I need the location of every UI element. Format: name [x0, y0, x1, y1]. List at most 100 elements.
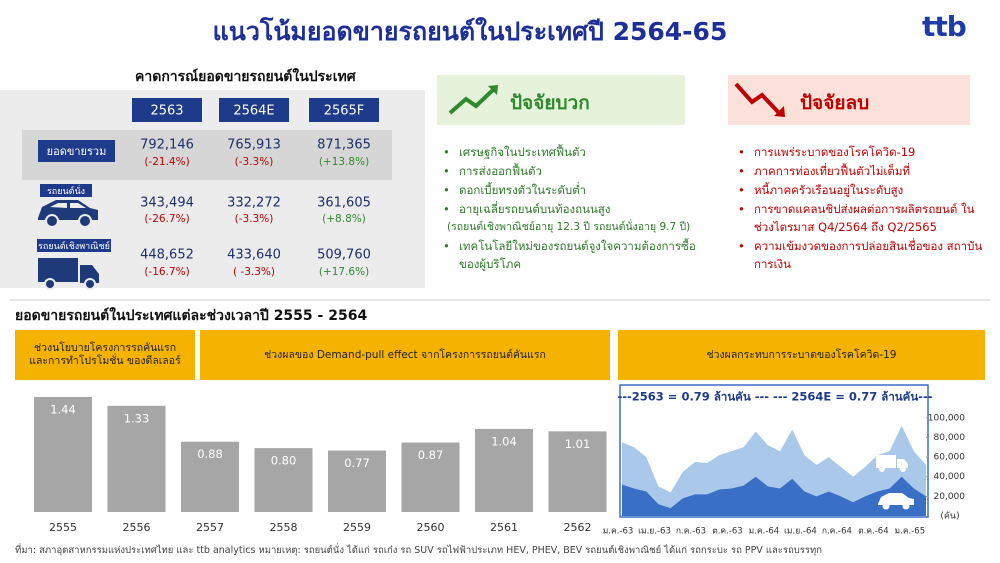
factor-note: (รถยนต์เชิงพาณิชย์อายุ 12.3 ปี รถยนต์นั่… [447, 221, 691, 233]
factor-text: หนี้ภาคครัวเรือนอยู่ในระดับสูง [754, 183, 904, 197]
y-tick-label: 100,000 [928, 413, 965, 423]
x-tick-label: 2556 [123, 521, 151, 534]
wheel [900, 466, 906, 472]
row-label: รถยนต์นั่ง [47, 184, 85, 197]
down-arrow [734, 82, 782, 116]
x-tick-label: ม.ค.-63 [603, 527, 634, 537]
wheel [879, 466, 885, 472]
column-header: 2565F [324, 104, 365, 119]
bar [181, 441, 239, 512]
bar-label: 1.33 [124, 411, 150, 425]
bar-label: 1.44 [50, 403, 76, 417]
negative-title: ปัจจัยลบ [800, 92, 870, 114]
y-tick-label: 20,000 [934, 492, 966, 502]
forecast-value: 765,913 [227, 138, 281, 153]
bar-label: 0.87 [418, 448, 444, 462]
bar-label: 0.88 [197, 447, 223, 461]
x-tick-label: 2559 [343, 521, 371, 534]
bar-label: 1.01 [565, 437, 591, 451]
bar [548, 431, 607, 512]
bar-label: 0.80 [271, 454, 297, 468]
forecast-value: 433,640 [227, 248, 281, 263]
bar [401, 442, 460, 512]
forecast-value: 871,365 [317, 138, 371, 153]
bar [107, 405, 166, 512]
title: แนวโน้มยอดขายรถยนต์ในประเทศปี 2564-65 [212, 17, 728, 46]
factor-text: ดอกเบี้ยทรงตัวในระดับต่ำ [459, 183, 587, 197]
logo: ttb [922, 10, 967, 43]
forecast-change: (+13.8%) [319, 156, 369, 168]
forecast-value: 343,494 [140, 196, 194, 211]
annotation: ---2563 = 0.79 ล้านคัน --- --- 2564E = 0… [617, 390, 932, 404]
positive-box [437, 75, 685, 125]
car-body [878, 493, 914, 505]
down-arrow-head [774, 106, 785, 117]
factor-text: เศรษฐกิจในประเทศฟื้นตัว [459, 145, 586, 159]
footnote: ที่มา: สภาอุตสาหกรรมแห่งประเทศไทย และ tt… [15, 545, 822, 556]
factor-item: อายุเฉลี่ยรถยนต์บนท้องถนนสูง (รถยนต์เชิงพ… [443, 200, 709, 236]
period-box: ช่วงนโยบายโครงการรถคันแรก และการทำโปรโมช… [15, 330, 195, 380]
x-tick-label: 2557 [196, 521, 224, 534]
factor-text: เทคโนโลยีใหม่ของรถยนต์จูงใจความต้องการซื… [459, 239, 696, 271]
area [622, 476, 926, 516]
bar [254, 448, 313, 512]
up-arrow [448, 87, 496, 115]
forecast-change: (-3.3%) [235, 213, 274, 225]
x-tick-label: ต.ค.-64 [858, 527, 889, 537]
x-tick-label: ต.ค.-63 [712, 527, 743, 537]
y-tick-label: 40,000 [934, 472, 966, 482]
y-unit: (คัน) [940, 512, 959, 522]
forecast-value: 448,652 [140, 248, 194, 263]
truck-icon [876, 455, 908, 472]
column-header-box [132, 98, 202, 122]
column-header-box [219, 98, 289, 122]
wheel [882, 502, 890, 510]
truck-icon [38, 258, 99, 290]
up-arrow-head [488, 85, 498, 95]
row-label-box [37, 239, 111, 252]
bar [475, 428, 533, 512]
factor-item: ภาคการท่องเที่ยวฟื้นตัวไม่เต็มที่ [738, 162, 994, 180]
forecast-value: 509,760 [317, 248, 371, 263]
truck-cab [897, 459, 908, 468]
x-tick-label: 2558 [270, 521, 298, 534]
period-box: ช่วงผลของ Demand-pull effect จากโครงการร… [200, 330, 610, 380]
forecast-change: (-3.3%) [235, 156, 274, 168]
factor-text: การส่งออกฟื้นตัว [459, 164, 542, 178]
factor-item: หนี้ภาคครัวเรือนอยู่ในระดับสูง [738, 181, 994, 199]
x-tick-label: ม.ค.-64 [749, 527, 780, 537]
column-header: 2564E [233, 104, 274, 119]
bar-label: 1.04 [491, 434, 517, 448]
x-tick-label: ก.ค.-63 [676, 527, 706, 537]
bar [328, 450, 386, 512]
row-label: ยอดขายรวม [47, 145, 107, 158]
y-tick-label: 60,000 [934, 453, 966, 463]
forecast-value: 792,146 [140, 138, 194, 153]
row-label: รถยนต์เชิงพาณิชย์ [38, 240, 110, 252]
forecast-change: (-26.7%) [144, 213, 189, 225]
factor-item: ดอกเบี้ยทรงตัวในระดับต่ำ [443, 181, 709, 199]
factor-item: การแพร่ระบาดของโรคโควิด-19 [738, 143, 994, 161]
forecast-change: (-21.4%) [144, 156, 189, 168]
factor-text: อายุเฉลี่ยรถยนต์บนท้องถนนสูง [459, 202, 611, 216]
car-icon [878, 493, 914, 510]
car-icon [38, 200, 98, 228]
forecast-change: (+8.8%) [322, 213, 366, 225]
x-tick-label: 2562 [564, 521, 592, 534]
factor-text: การแพร่ระบาดของโรคโควิด-19 [754, 145, 916, 159]
factor-text: การขาดแคลนชิปส่งผลต่อการผลิตรถยนต์ ในช่ว… [754, 202, 975, 234]
positive-title: ปัจจัยบวก [510, 92, 590, 114]
factor-item: การขาดแคลนชิปส่งผลต่อการผลิตรถยนต์ ในช่ว… [738, 200, 994, 236]
forecast-title: คาดการณ์ยอดขายรถยนต์ในประเทศ [135, 69, 356, 85]
forecast-change: (+17.6%) [319, 266, 369, 278]
wheel [902, 502, 910, 510]
area-frame [619, 384, 929, 518]
x-tick-label: 2560 [417, 521, 445, 534]
column-header-box [309, 98, 379, 122]
x-tick-label: ม.ค.-65 [895, 527, 926, 537]
x-tick-label: 2555 [49, 521, 77, 534]
factor-text: ภาคการท่องเที่ยวฟื้นตัวไม่เต็มที่ [754, 164, 910, 178]
forecast-value: 361,605 [317, 196, 371, 211]
